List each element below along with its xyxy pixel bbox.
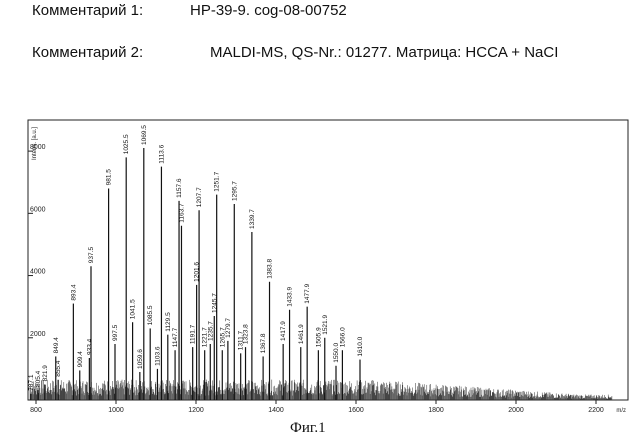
peak-label: 1251.7: [214, 171, 221, 191]
peak-label: 1041.5: [130, 299, 137, 319]
peak-label: 1147.7: [172, 327, 179, 347]
peak-label: 1069.5: [141, 125, 148, 145]
peak-label: 1103.6: [154, 346, 161, 366]
peak-label: 1279.7: [225, 318, 232, 338]
peak-label: 1059.6: [137, 349, 144, 369]
peak-label: 1207.7: [196, 187, 203, 207]
peak-label: 787.1: [28, 374, 35, 391]
noise-trace: [30, 380, 612, 400]
peak-label: 997.5: [112, 324, 119, 341]
peak-label: 937.5: [88, 247, 95, 264]
peak-label: 1025.5: [123, 134, 130, 154]
peak-label: 849.4: [53, 337, 60, 354]
peak-label: 1235.7: [207, 321, 214, 341]
peak-label: 1129.5: [165, 312, 172, 332]
peak-label: 1566.0: [339, 327, 346, 347]
peak-label: 1477.9: [304, 283, 311, 303]
x-tick-label: 2000: [508, 407, 524, 414]
x-tick-label: 800: [30, 407, 42, 414]
peak-label: 1295.7: [231, 181, 238, 201]
peak-label: 1157.6: [176, 178, 183, 198]
y-tick-label: 6000: [30, 206, 46, 213]
peak-label: 981.5: [106, 169, 113, 186]
x-tick-label: 1400: [268, 407, 284, 414]
peak-label: 1383.8: [267, 259, 274, 279]
peak-label: 821.9: [42, 365, 49, 382]
peak-label: 1113.6: [158, 144, 165, 163]
peak-label: 1085.5: [147, 305, 154, 325]
plot-frame: [28, 120, 628, 400]
peak-label: 1163.7: [179, 203, 186, 223]
peak-label: 1323.8: [243, 324, 250, 344]
axes: 2000400060008000Intens. [a.u.]8001000120…: [28, 120, 628, 414]
x-tick-label: 1200: [188, 407, 204, 414]
peak-label: 933.4: [86, 338, 93, 355]
x-axis-label: m/z: [616, 408, 626, 414]
y-tick-label: 2000: [30, 331, 46, 338]
peak-label: 1191.7: [190, 324, 197, 344]
x-tick-label: 2200: [588, 407, 604, 414]
x-tick-label: 1600: [348, 407, 364, 414]
spectrum-trace: [30, 380, 612, 400]
peak-label: 1433.9: [287, 287, 294, 307]
peak-label: 1461.9: [298, 324, 305, 344]
peak-label: 893.4: [70, 284, 77, 301]
peak-label: 1367.8: [260, 333, 267, 353]
peak-label: 909.4: [77, 351, 84, 368]
peak-labels: 787.1805.4821.9855.4849.4893.4909.4933.4…: [28, 125, 364, 391]
y-axis-label: Intens. [a.u.]: [32, 127, 38, 160]
peak-label: 1201.6: [194, 262, 201, 282]
x-tick-label: 1000: [108, 407, 124, 414]
peak-label: 1339.7: [249, 209, 256, 229]
peak-label: 1245.7: [211, 293, 218, 313]
x-tick-label: 1800: [428, 407, 444, 414]
peak-label: 1610.0: [357, 336, 364, 356]
peak-label: 1417.9: [280, 321, 287, 341]
peak-label: 1521.9: [322, 315, 329, 335]
figure-caption: Фиг.1: [290, 420, 326, 437]
y-tick-label: 4000: [30, 269, 46, 276]
peak-label: 855.4: [55, 360, 62, 377]
